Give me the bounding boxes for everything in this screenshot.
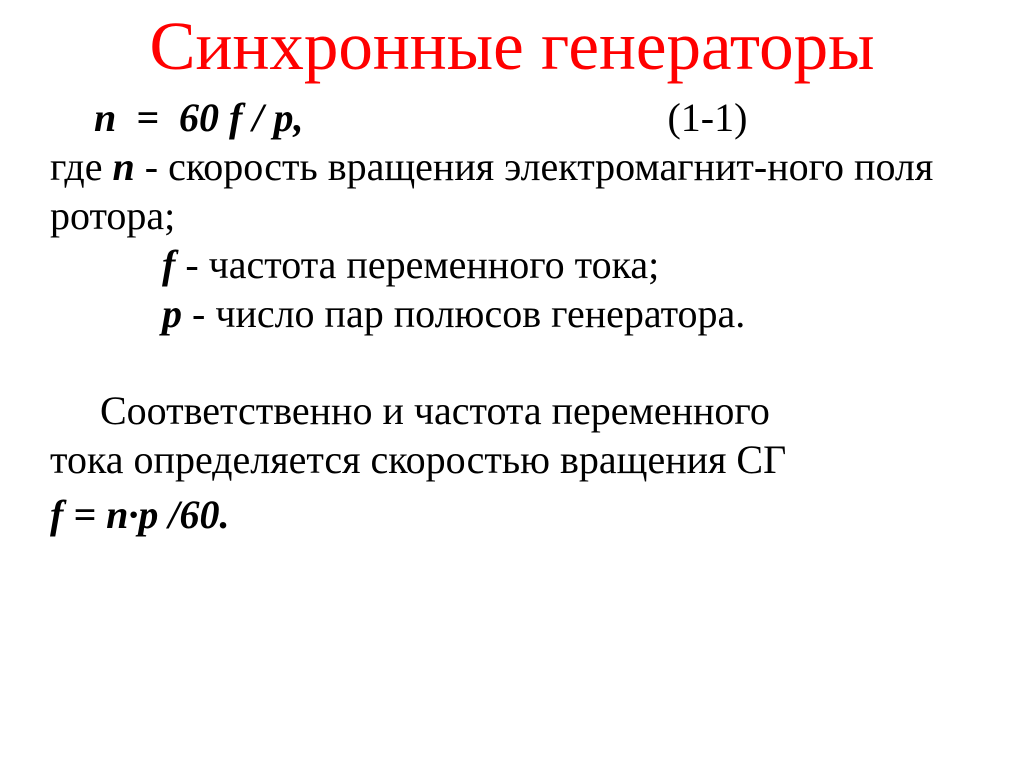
def-n-pre: где <box>50 144 113 189</box>
definition-n: где n - скорость вращения электромагнит-… <box>50 143 994 241</box>
def-p-post: - число пар полюсов генератора. <box>182 291 745 336</box>
slide-body: n = 60 f / p, (1-1) где n - скорость вращ… <box>30 94 994 539</box>
formula2: f = n·p /60. <box>50 491 994 540</box>
def-f-post: - частота переменного тока; <box>175 242 659 287</box>
def-n-post: - скорость вращения электромагнит-ного п… <box>50 144 933 238</box>
var-n: n <box>113 144 135 189</box>
formula2-text: f = n·p /60. <box>50 492 229 537</box>
var-f: f <box>162 242 175 287</box>
slide: Синхронные генераторы n = 60 f / p, (1-1)… <box>0 0 1024 767</box>
var-p: p <box>162 291 182 336</box>
slide-title: Синхронные генераторы <box>30 10 994 82</box>
spacer <box>50 338 994 387</box>
equation-number: (1-1) <box>667 95 747 140</box>
para2-line2: тока определяется скоростью вращения СГ <box>50 436 994 485</box>
para2-line1: Соответственно и частота переменного <box>50 387 994 436</box>
definition-f: f - частота переменного тока; <box>50 241 994 290</box>
formula-line: n = 60 f / p, (1-1) <box>50 94 994 143</box>
definition-p: p - число пар полюсов генератора. <box>50 290 994 339</box>
formula: n = 60 f / p, <box>94 95 303 140</box>
